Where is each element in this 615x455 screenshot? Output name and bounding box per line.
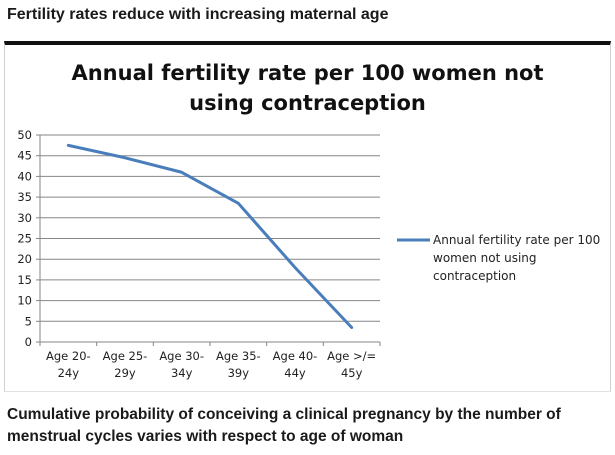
y-tick-label: 50 bbox=[17, 128, 32, 142]
x-tick-label: Age 20-24y bbox=[46, 349, 91, 380]
chart-title: Annual fertility rate per 100 women not … bbox=[0, 58, 615, 118]
gridlines bbox=[40, 134, 380, 322]
y-tick-label: 5 bbox=[25, 314, 32, 328]
x-tick-label: Age >/= 45y bbox=[327, 349, 376, 380]
page-heading-bottom: Cumulative probability of conceiving a c… bbox=[7, 406, 561, 445]
x-tick-label: Age 40-44y bbox=[273, 349, 318, 380]
series-lines bbox=[66, 143, 354, 330]
legend-label: Annual fertility rate per 100 women not u… bbox=[433, 233, 600, 283]
axes bbox=[36, 134, 381, 346]
y-tick-label: 35 bbox=[17, 190, 32, 204]
chart-frame bbox=[4, 41, 611, 392]
y-tick-label: 25 bbox=[17, 232, 32, 246]
chart-title-line-1: Annual fertility rate per 100 women not bbox=[71, 61, 544, 85]
legend: Annual fertility rate per 100 women not u… bbox=[397, 233, 600, 283]
x-tick-label: Age 35-39y bbox=[216, 349, 261, 380]
y-tick-labels: 0 5 10 15 20 25 30 35 40 45 50 bbox=[17, 128, 32, 349]
x-tick-label: Age 25-29y bbox=[103, 349, 148, 380]
chart-title-line-2: using contraception bbox=[189, 91, 426, 115]
series-line bbox=[66, 143, 354, 330]
y-tick-label: 45 bbox=[17, 149, 32, 163]
y-tick-label: 30 bbox=[17, 211, 32, 225]
x-tick-labels: Age 20-24y Age 25-29y Age 30-34y Age 35-39y… bbox=[46, 349, 376, 380]
y-tick-label: 15 bbox=[17, 273, 32, 287]
y-tick-label: 40 bbox=[17, 169, 32, 183]
x-tick-label: Age 30-34y bbox=[159, 349, 204, 380]
page-heading-top: Fertility rates reduce with increasing m… bbox=[7, 6, 389, 23]
y-tick-label: 0 bbox=[25, 335, 32, 349]
y-tick-label: 10 bbox=[17, 294, 32, 308]
y-tick-label: 20 bbox=[17, 252, 32, 266]
